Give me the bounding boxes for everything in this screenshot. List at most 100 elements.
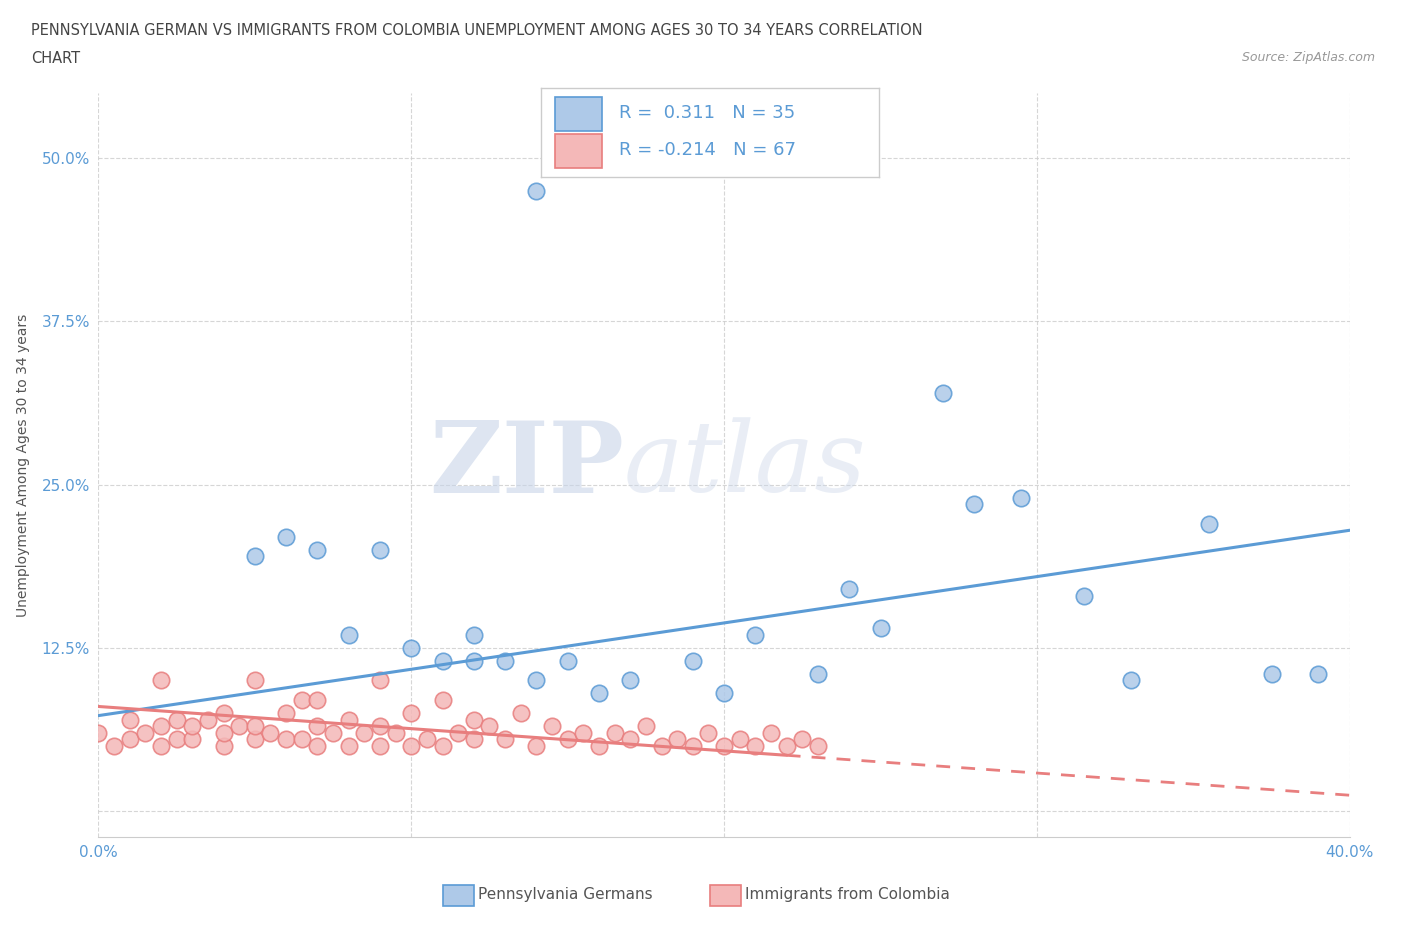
Point — [307, 542, 329, 557]
Point — [103, 738, 125, 753]
Point — [322, 725, 344, 740]
Point — [337, 627, 360, 642]
Point — [1308, 667, 1330, 682]
Point — [603, 725, 626, 740]
Point — [150, 673, 173, 688]
Point — [197, 712, 219, 727]
Point — [1198, 516, 1220, 531]
Point — [243, 719, 266, 734]
Point — [368, 719, 391, 734]
Point — [401, 706, 423, 721]
Point — [1260, 667, 1282, 682]
Point — [212, 738, 235, 753]
Point — [259, 725, 281, 740]
Point — [432, 654, 454, 669]
Point — [368, 542, 391, 557]
Point — [526, 738, 548, 753]
Point — [807, 667, 830, 682]
Point — [368, 738, 391, 753]
Point — [337, 738, 360, 753]
Text: atlas: atlas — [624, 418, 866, 512]
Point — [134, 725, 156, 740]
Point — [713, 738, 735, 753]
Point — [682, 654, 704, 669]
Point — [212, 725, 235, 740]
Point — [509, 706, 531, 721]
Point — [291, 732, 314, 747]
Point — [384, 725, 406, 740]
Point — [353, 725, 375, 740]
Point — [150, 719, 173, 734]
Point — [307, 693, 329, 708]
Point — [682, 738, 704, 753]
Point — [432, 738, 454, 753]
Point — [274, 732, 298, 747]
Point — [401, 738, 423, 753]
Point — [666, 732, 689, 747]
Point — [463, 654, 485, 669]
Bar — [555, 98, 602, 131]
Point — [447, 725, 470, 740]
Point — [243, 549, 266, 564]
Point — [1010, 490, 1032, 505]
Point — [807, 738, 830, 753]
Point — [541, 719, 564, 734]
Point — [572, 725, 595, 740]
Point — [243, 732, 266, 747]
Point — [557, 732, 579, 747]
Point — [463, 627, 485, 642]
Point — [118, 712, 141, 727]
Text: R = -0.214   N = 67: R = -0.214 N = 67 — [619, 141, 796, 159]
Point — [478, 719, 501, 734]
Point — [963, 497, 986, 512]
Point — [792, 732, 814, 747]
Point — [274, 529, 298, 544]
Point — [166, 732, 188, 747]
Point — [744, 627, 766, 642]
Text: ZIP: ZIP — [429, 417, 624, 513]
Y-axis label: Unemployment Among Ages 30 to 34 years: Unemployment Among Ages 30 to 34 years — [17, 313, 31, 617]
Point — [243, 673, 266, 688]
Point — [713, 686, 735, 701]
Point — [212, 706, 235, 721]
Point — [697, 725, 720, 740]
Point — [494, 732, 516, 747]
Point — [166, 712, 188, 727]
Point — [619, 673, 641, 688]
Text: Source: ZipAtlas.com: Source: ZipAtlas.com — [1241, 51, 1375, 64]
Point — [494, 654, 516, 669]
Point — [932, 386, 955, 401]
Point — [1119, 673, 1142, 688]
Point — [432, 693, 454, 708]
Point — [634, 719, 657, 734]
Point — [416, 732, 439, 747]
Text: R =  0.311   N = 35: R = 0.311 N = 35 — [619, 104, 796, 122]
Point — [228, 719, 250, 734]
Point — [650, 738, 672, 753]
Text: Immigrants from Colombia: Immigrants from Colombia — [745, 887, 950, 902]
Point — [307, 719, 329, 734]
Point — [118, 732, 141, 747]
Point — [463, 712, 485, 727]
Point — [291, 693, 314, 708]
Point — [150, 738, 173, 753]
Point — [368, 673, 391, 688]
Point — [526, 183, 548, 198]
Point — [759, 725, 782, 740]
Point — [619, 732, 641, 747]
Point — [181, 732, 204, 747]
Point — [337, 712, 360, 727]
Point — [838, 581, 860, 596]
Point — [274, 706, 298, 721]
Text: PENNSYLVANIA GERMAN VS IMMIGRANTS FROM COLOMBIA UNEMPLOYMENT AMONG AGES 30 TO 34: PENNSYLVANIA GERMAN VS IMMIGRANTS FROM C… — [31, 23, 922, 38]
Point — [776, 738, 799, 753]
Point — [526, 673, 548, 688]
Bar — [555, 134, 602, 167]
Point — [181, 719, 204, 734]
Point — [869, 620, 891, 635]
Point — [307, 738, 329, 753]
Point — [557, 654, 579, 669]
Text: CHART: CHART — [31, 51, 80, 66]
Point — [463, 732, 485, 747]
Point — [588, 686, 610, 701]
